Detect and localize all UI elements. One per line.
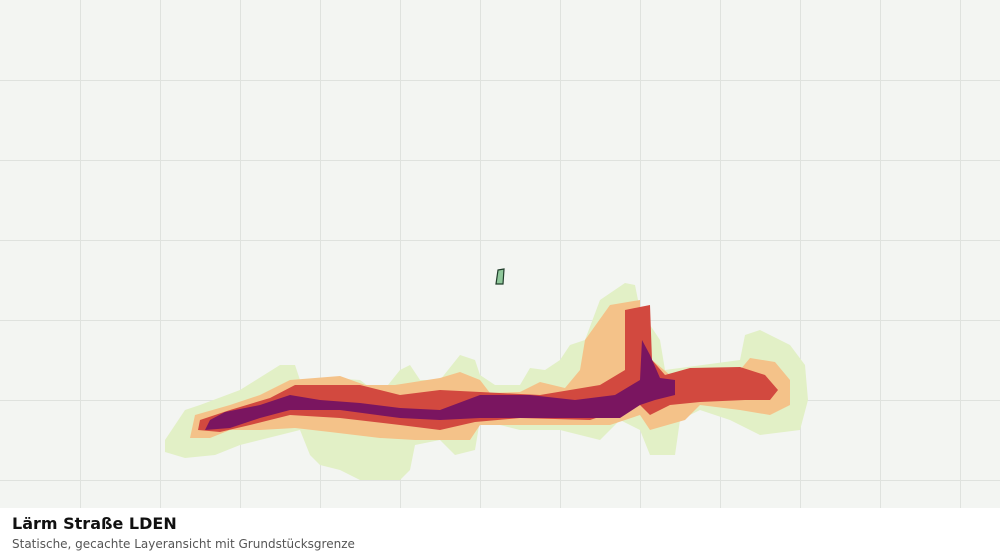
legend-footer: Lärm Straße LDEN Statische, gecachte Lay… <box>0 508 1000 560</box>
parcel-boundary <box>495 268 505 285</box>
map-background <box>0 0 1000 508</box>
layer-title: Lärm Straße LDEN <box>12 514 177 533</box>
layer-subtitle: Statische, gecachte Layeransicht mit Gru… <box>12 537 355 551</box>
map <box>0 0 1000 508</box>
noise-zone-very-high <box>205 340 675 430</box>
